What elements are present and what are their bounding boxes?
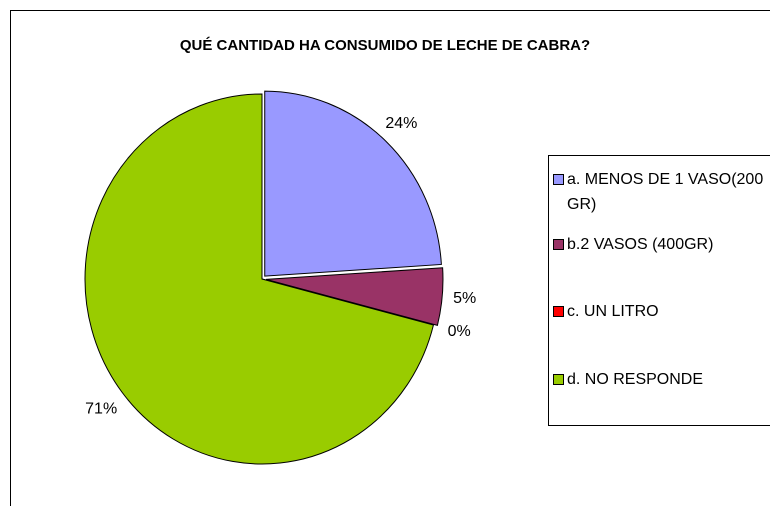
pie-slice (84, 93, 435, 465)
legend-label: d. NO RESPONDE (567, 371, 704, 388)
data-label: 24% (385, 115, 417, 132)
legend-swatch (553, 374, 564, 385)
pie-slice (264, 90, 442, 277)
legend-label: b.2 VASOS (400GR) (567, 236, 714, 253)
pie-slice (265, 267, 444, 326)
legend-swatch (553, 174, 564, 185)
chart-title: QUÉ CANTIDAD HA CONSUMIDO DE LECHE DE CA… (180, 37, 590, 54)
legend-label: c. UN LITRO (567, 303, 659, 320)
data-label: 71% (85, 401, 117, 418)
data-label: 0% (448, 323, 471, 340)
legend-swatch (553, 239, 564, 250)
data-label: 5% (453, 290, 476, 307)
chart-border (10, 10, 770, 506)
legend-item: b.2 VASOS (400GR) (553, 232, 767, 257)
legend-box (548, 155, 770, 426)
legend-item: c. UN LITRO (553, 299, 767, 324)
legend-item: a. MENOS DE 1 VASO(200 GR) (553, 167, 767, 217)
legend-item: d. NO RESPONDE (553, 367, 767, 392)
legend-label: a. MENOS DE 1 VASO(200 GR) (567, 171, 764, 213)
legend-swatch (553, 306, 564, 317)
